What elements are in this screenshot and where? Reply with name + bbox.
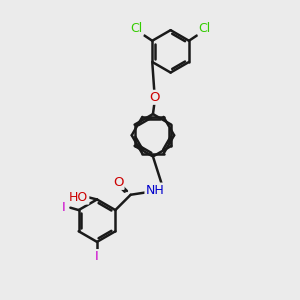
- Text: O: O: [149, 91, 160, 104]
- Text: Cl: Cl: [130, 22, 143, 35]
- Text: HO: HO: [69, 190, 88, 204]
- Text: NH: NH: [146, 184, 164, 196]
- Text: I: I: [62, 201, 66, 214]
- Text: O: O: [113, 176, 124, 189]
- Text: I: I: [95, 250, 99, 263]
- Text: Cl: Cl: [199, 22, 211, 35]
